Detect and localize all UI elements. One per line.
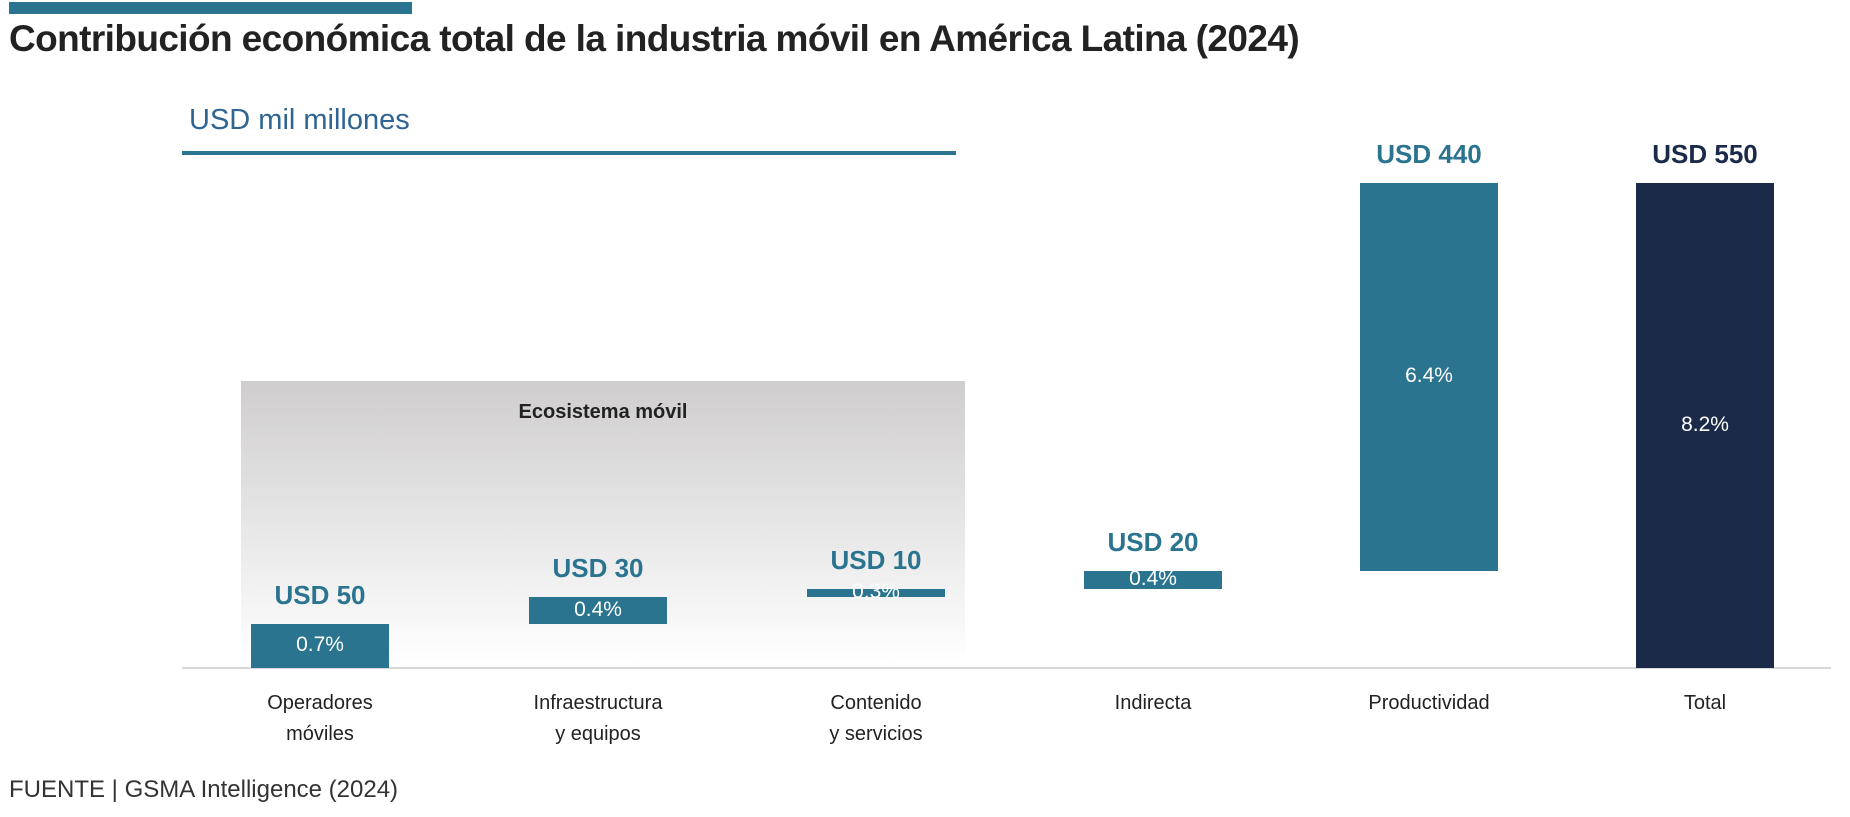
category-label-line: Contenido [830, 692, 922, 714]
bar [251, 623, 389, 668]
category-label: Operadores móviles [220, 688, 420, 750]
value-label: USD 30 [552, 553, 644, 584]
percent-label: 6.4% [1405, 364, 1453, 387]
bar [807, 588, 945, 598]
category-label: Infraestructura y equipos [498, 688, 698, 750]
category-label-line: móviles [286, 723, 354, 745]
percent-label: 0.4% [1129, 566, 1177, 590]
category-label-line: Productividad [1368, 692, 1490, 714]
unit-label: USD mil millones [189, 104, 410, 136]
category-label: Total [1605, 688, 1805, 719]
value-label: USD 440 [1376, 139, 1482, 169]
bar [1360, 183, 1498, 571]
title-accent-bar [9, 2, 412, 14]
category-label-line: Operadores [267, 692, 373, 714]
chart-title: Contribución económica total de la indus… [9, 18, 1300, 59]
ecosystem-group-label: Ecosistema móvil [518, 401, 688, 423]
category-label-line: y equipos [555, 723, 641, 745]
x-axis-line [182, 667, 1831, 669]
category-label-line: Infraestructura [533, 692, 663, 714]
category-label-line: Indirecta [1114, 692, 1192, 714]
category-label: Contenido y servicios [776, 688, 976, 750]
source-note: FUENTE | GSMA Intelligence (2024) [9, 776, 399, 803]
category-label: Indirecta [1053, 688, 1253, 719]
value-label: USD 20 [1107, 527, 1199, 557]
unit-underline [182, 151, 956, 155]
category-label-line: Total [1683, 692, 1727, 714]
category-label-line: y servicios [829, 723, 923, 745]
bar [1084, 571, 1222, 589]
percent-label: 0.7% [296, 632, 344, 656]
value-label: USD 50 [274, 579, 366, 610]
value-label: USD 550 [1652, 139, 1758, 169]
bar [529, 597, 667, 624]
category-label: Productividad [1329, 688, 1529, 719]
percent-label: 0.3% [852, 580, 900, 604]
bar [1636, 183, 1774, 668]
value-label: USD 10 [830, 544, 922, 575]
percent-label: 8.2% [1681, 412, 1729, 436]
percent-label: 0.4% [574, 597, 622, 621]
